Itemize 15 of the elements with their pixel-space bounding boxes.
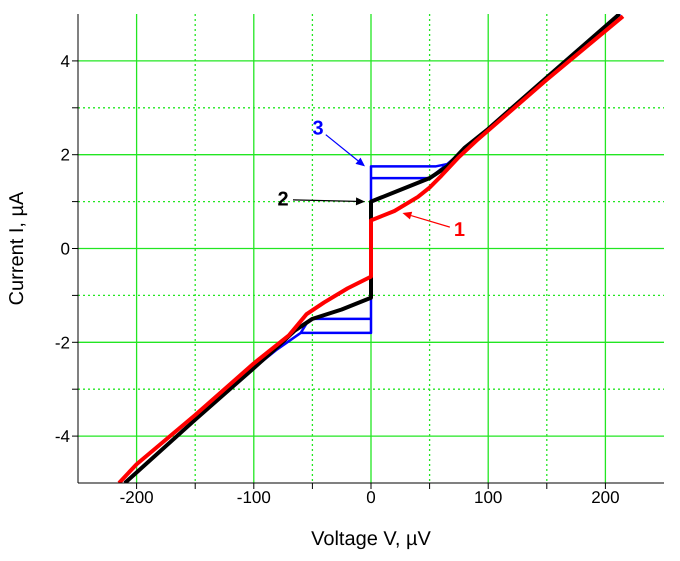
y-tick-label: -2 <box>54 333 70 352</box>
y-tick-label: 2 <box>60 146 70 165</box>
x-tick-label: 100 <box>474 488 502 508</box>
text: 3 <box>312 117 324 140</box>
y-tick-label: -4 <box>54 427 70 446</box>
y-axis-title: Current I, µA <box>6 190 28 306</box>
text: 2 <box>277 188 289 211</box>
y-tick-label: 4 <box>60 52 70 71</box>
legend-label: 1 <box>454 218 466 241</box>
y-tick-label: 0 <box>60 240 70 259</box>
x-tick-label: 0 <box>366 488 376 508</box>
x-tick-label: -100 <box>236 488 271 508</box>
x-tick-label: 200 <box>591 488 620 508</box>
x-tick-label: -200 <box>120 488 154 508</box>
x-axis-title: Voltage V, µV <box>311 528 432 550</box>
